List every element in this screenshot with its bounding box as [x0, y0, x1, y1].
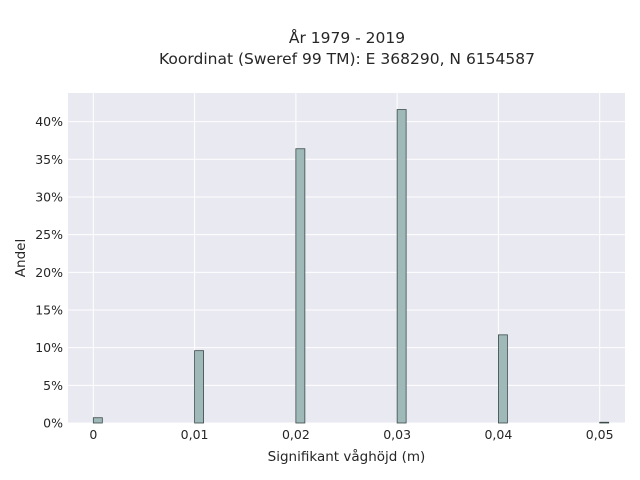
bar [194, 350, 204, 424]
chart-subtitle: Koordinat (Sweref 99 TM): E 368290, N 61… [159, 50, 535, 68]
y-tick-labels: 0% 5% 10% 15% 20% 25% 30% 35% 40% [35, 114, 63, 430]
y-tick-label: 20% [35, 265, 63, 280]
x-tick-label: 0,01 [181, 427, 209, 442]
y-tick-label: 15% [35, 302, 63, 317]
y-tick-label: 30% [35, 189, 63, 204]
y-axis-label: Andel [13, 239, 29, 277]
y-tick-label: 5% [43, 378, 63, 393]
chart-title-block: År 1979 - 2019 Koordinat (Sweref 99 TM):… [0, 28, 640, 70]
bar [92, 417, 103, 424]
x-tick-label: 0,02 [282, 427, 310, 442]
bar [396, 109, 407, 424]
x-tick-label: 0 [89, 427, 97, 442]
x-tick-label: 0,05 [586, 427, 614, 442]
y-tick-label: 10% [35, 340, 63, 355]
x-tick-labels: 0 0,01 0,02 0,03 0,04 0,05 [89, 427, 613, 442]
chart-title: År 1979 - 2019 [288, 29, 406, 47]
bar [295, 148, 306, 424]
bar [498, 334, 508, 424]
bar [599, 421, 610, 424]
x-axis-label: Signifikant våghöjd (m) [268, 448, 426, 465]
y-tick-label: 35% [35, 152, 63, 167]
x-tick-label: 0,04 [484, 427, 512, 442]
bars [92, 109, 610, 424]
grid-lines [68, 93, 625, 424]
x-tick-label: 0,03 [383, 427, 411, 442]
plot-area [68, 93, 625, 423]
y-tick-label: 0% [43, 416, 63, 431]
y-tick-label: 40% [35, 114, 63, 129]
y-tick-label: 25% [35, 227, 63, 242]
